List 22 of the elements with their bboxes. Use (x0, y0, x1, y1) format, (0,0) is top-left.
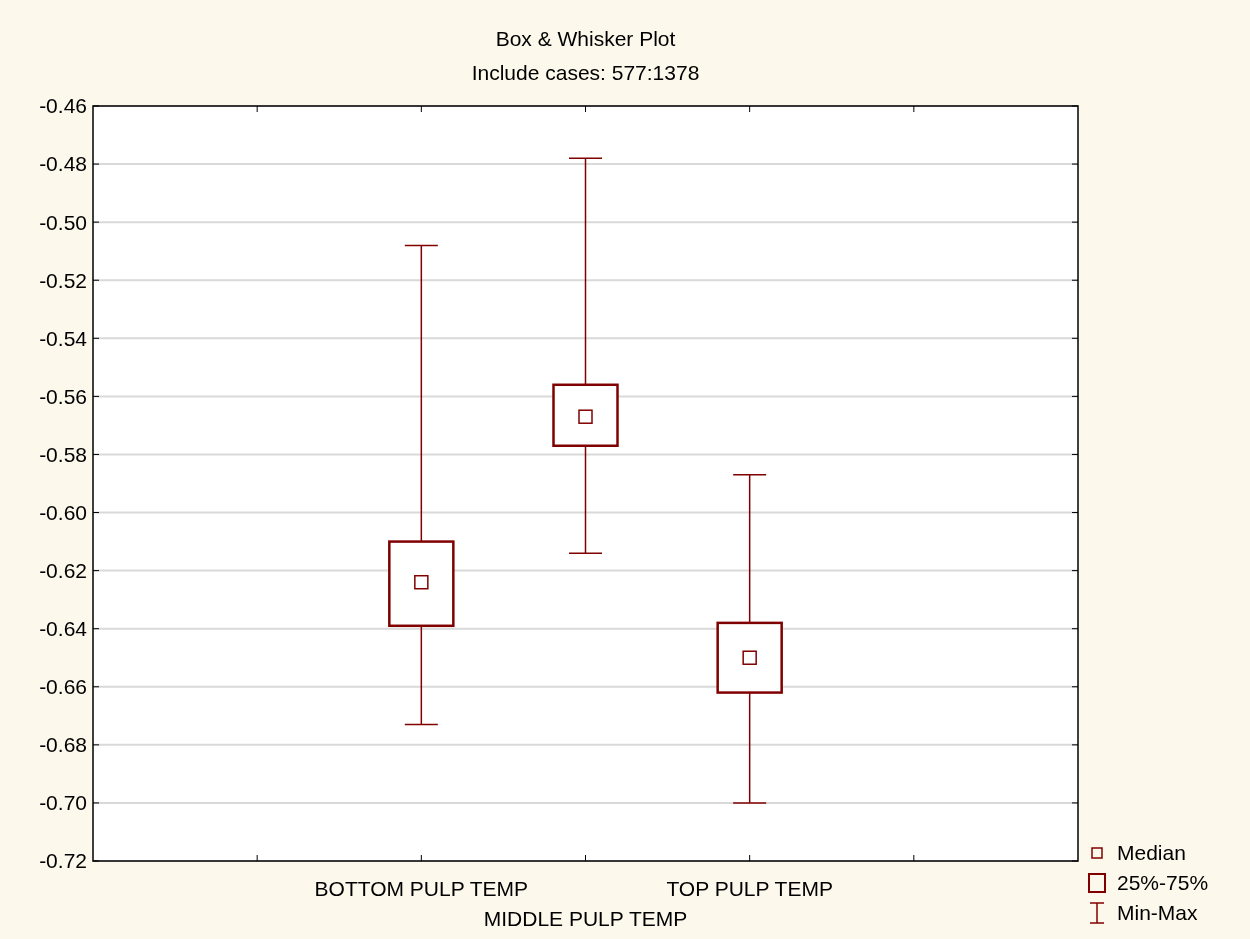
y-tick-label: -0.58 (39, 442, 87, 466)
y-tick-label: -0.66 (39, 675, 87, 699)
y-tick-label: -0.70 (39, 791, 87, 815)
y-tick-label: -0.64 (39, 617, 88, 641)
y-tick-label: -0.48 (39, 152, 87, 176)
y-tick-label: -0.60 (39, 500, 87, 524)
y-tick-label: -0.52 (39, 268, 87, 292)
x-tick-label: MIDDLE PULP TEMP (483, 907, 688, 930)
y-tick-label: -0.62 (39, 558, 87, 582)
chart-subtitle: Include cases: 577:1378 (471, 61, 700, 84)
text: Median (1117, 841, 1186, 865)
x-tick-label: BOTTOM PULP TEMP (314, 877, 529, 900)
x-tick-label: TOP PULP TEMP (666, 877, 833, 900)
chart-title: Box & Whisker Plot (495, 27, 676, 50)
text: Min-Max (1117, 901, 1198, 925)
y-tick-label: -0.68 (39, 733, 87, 757)
y-tick-label: -0.56 (39, 384, 87, 408)
y-tick-label: -0.72 (39, 849, 87, 873)
text: 25%-75% (1117, 871, 1209, 895)
y-tick-label: -0.46 (39, 94, 87, 118)
y-tick-label: -0.54 (39, 326, 88, 350)
y-tick-label: -0.50 (39, 210, 87, 234)
